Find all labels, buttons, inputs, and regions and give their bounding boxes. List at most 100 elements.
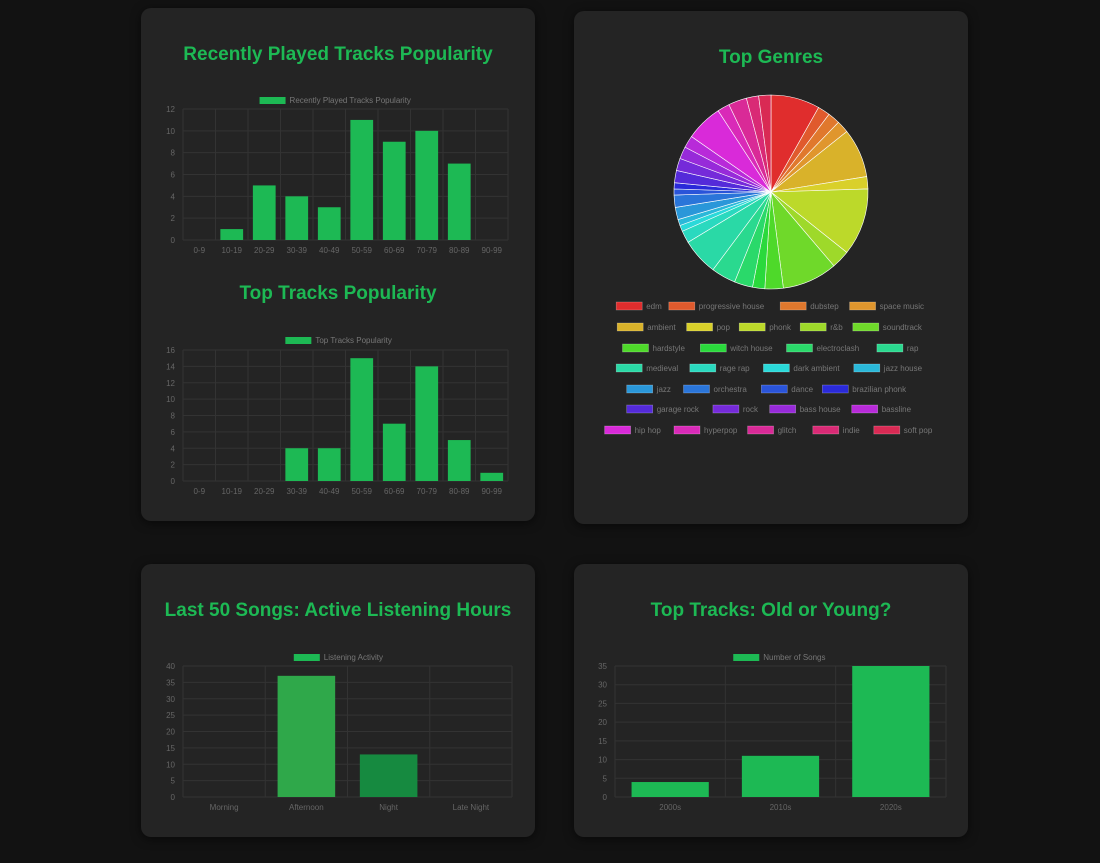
y-tick-label: 5: [603, 774, 608, 783]
legend-item[interactable]: rap: [876, 343, 919, 353]
legend-item[interactable]: soft pop: [873, 425, 933, 435]
legend-item[interactable]: medieval: [615, 363, 678, 373]
legend-label: soft pop: [904, 426, 933, 435]
bar[interactable]: [285, 196, 309, 240]
y-tick-label: 10: [598, 756, 607, 765]
legend-item[interactable]: jazz: [626, 384, 671, 394]
x-tick-label: Late Night: [453, 803, 490, 812]
x-tick-label: 50-59: [352, 487, 373, 496]
age-chart: 0 5 10 15 20 25 30 35 2000s 2010s 2020s Number of S…: [598, 653, 947, 812]
y-tick-label: 25: [166, 711, 175, 720]
bar[interactable]: [350, 119, 374, 240]
y-tick-label: 10: [166, 127, 175, 136]
legend-item[interactable]: hardstyle: [622, 343, 686, 353]
bar[interactable]: [252, 185, 276, 240]
legend-item[interactable]: rage rap: [689, 363, 750, 373]
legend-swatch: [615, 363, 643, 373]
legend-item[interactable]: jazz house: [853, 363, 923, 373]
legend-item[interactable]: electroclash: [786, 343, 860, 353]
bar[interactable]: [447, 163, 471, 240]
bar[interactable]: [220, 229, 244, 240]
bar[interactable]: [741, 755, 820, 797]
chart-legend[interactable]: Top Tracks Popularity: [285, 336, 392, 345]
bar[interactable]: [415, 130, 439, 240]
y-tick-label: 0: [603, 793, 608, 802]
y-tick-label: 4: [171, 444, 176, 453]
legend-label: garage rock: [657, 405, 700, 414]
legend-item[interactable]: brazilian phonk: [822, 384, 907, 394]
x-tick-label: 90-99: [482, 487, 503, 496]
legend-item[interactable]: rock: [712, 404, 759, 414]
legend-item[interactable]: pop: [686, 322, 731, 332]
bar[interactable]: [447, 440, 471, 481]
y-tick-label: 35: [598, 662, 607, 671]
legend-item[interactable]: dark ambient: [763, 363, 840, 373]
bar[interactable]: [317, 207, 341, 240]
legend-item[interactable]: r&b: [799, 322, 843, 332]
legend-swatch: [733, 654, 760, 661]
y-tick-label: 16: [166, 346, 175, 355]
bar[interactable]: [415, 366, 439, 481]
genres-card: Top Genres edm progressive house dubstep sp…: [574, 11, 968, 524]
bar[interactable]: [852, 666, 930, 797]
legend-item[interactable]: bass house: [769, 404, 841, 414]
x-tick-label: 2020s: [880, 803, 902, 812]
genres-pie-chart: edm progressive house dubstep space music am…: [604, 94, 933, 435]
x-tick-label: 10-19: [222, 246, 243, 255]
legend-item[interactable]: glitch: [747, 425, 797, 435]
legend-item[interactable]: progressive house: [668, 301, 765, 311]
legend-item[interactable]: space music: [849, 301, 924, 311]
pie-slice[interactable]: [758, 94, 772, 193]
bar[interactable]: [317, 448, 341, 481]
bar[interactable]: [480, 472, 504, 481]
bar[interactable]: [382, 423, 406, 481]
pie-slice[interactable]: [770, 188, 869, 253]
bar[interactable]: [285, 448, 309, 481]
legend-item[interactable]: ambient: [616, 322, 676, 332]
legend-item[interactable]: bassline: [851, 404, 912, 414]
bar[interactable]: [277, 675, 336, 797]
legend-item[interactable]: hip hop: [604, 425, 662, 435]
chart-legend[interactable]: Listening Activity: [293, 653, 383, 662]
legend-label: bassline: [882, 405, 912, 414]
legend-swatch: [615, 301, 643, 311]
y-tick-label: 2: [171, 461, 176, 470]
y-tick-label: 10: [166, 395, 175, 404]
x-tick-label: 0-9: [193, 487, 205, 496]
y-tick-label: 0: [171, 477, 176, 486]
legend-item[interactable]: soundtrack: [852, 322, 923, 332]
legend-label: ambient: [647, 323, 676, 332]
legend-item[interactable]: garage rock: [626, 404, 700, 414]
legend-item[interactable]: orchestra: [683, 384, 748, 394]
x-tick-label: 40-49: [319, 487, 340, 496]
legend-item[interactable]: dance: [761, 384, 814, 394]
legend-swatch: [689, 363, 717, 373]
y-tick-label: 0: [171, 793, 176, 802]
legend-item[interactable]: witch house: [700, 343, 773, 353]
bar[interactable]: [359, 754, 418, 797]
bar[interactable]: [631, 782, 709, 797]
legend-swatch: [747, 425, 774, 435]
legend-label: glitch: [778, 426, 797, 435]
y-tick-label: 8: [171, 149, 176, 158]
legend-label: soundtrack: [883, 323, 923, 332]
legend-item[interactable]: phonk: [738, 322, 792, 332]
y-tick-label: 10: [166, 760, 175, 769]
recent-popularity-title: Recently Played Tracks Popularity: [183, 44, 493, 65]
legend-swatch: [822, 384, 849, 394]
y-tick-label: 6: [171, 428, 176, 437]
legend-swatch: [626, 384, 654, 394]
legend-label: r&b: [830, 323, 843, 332]
chart-legend[interactable]: Recently Played Tracks Popularity: [259, 96, 411, 105]
bar[interactable]: [382, 141, 406, 240]
top-popularity-title: Top Tracks Popularity: [239, 283, 437, 304]
x-tick-label: 2010s: [770, 803, 792, 812]
legend-item[interactable]: dubstep: [779, 301, 839, 311]
bar[interactable]: [350, 358, 374, 481]
legend-item[interactable]: hyperpop: [673, 425, 738, 435]
legend-item[interactable]: edm: [615, 301, 662, 311]
chart-legend[interactable]: Number of Songs: [733, 653, 826, 662]
legend-item[interactable]: indie: [812, 425, 860, 435]
x-tick-label: 40-49: [319, 246, 340, 255]
genres-title: Top Genres: [718, 47, 824, 68]
